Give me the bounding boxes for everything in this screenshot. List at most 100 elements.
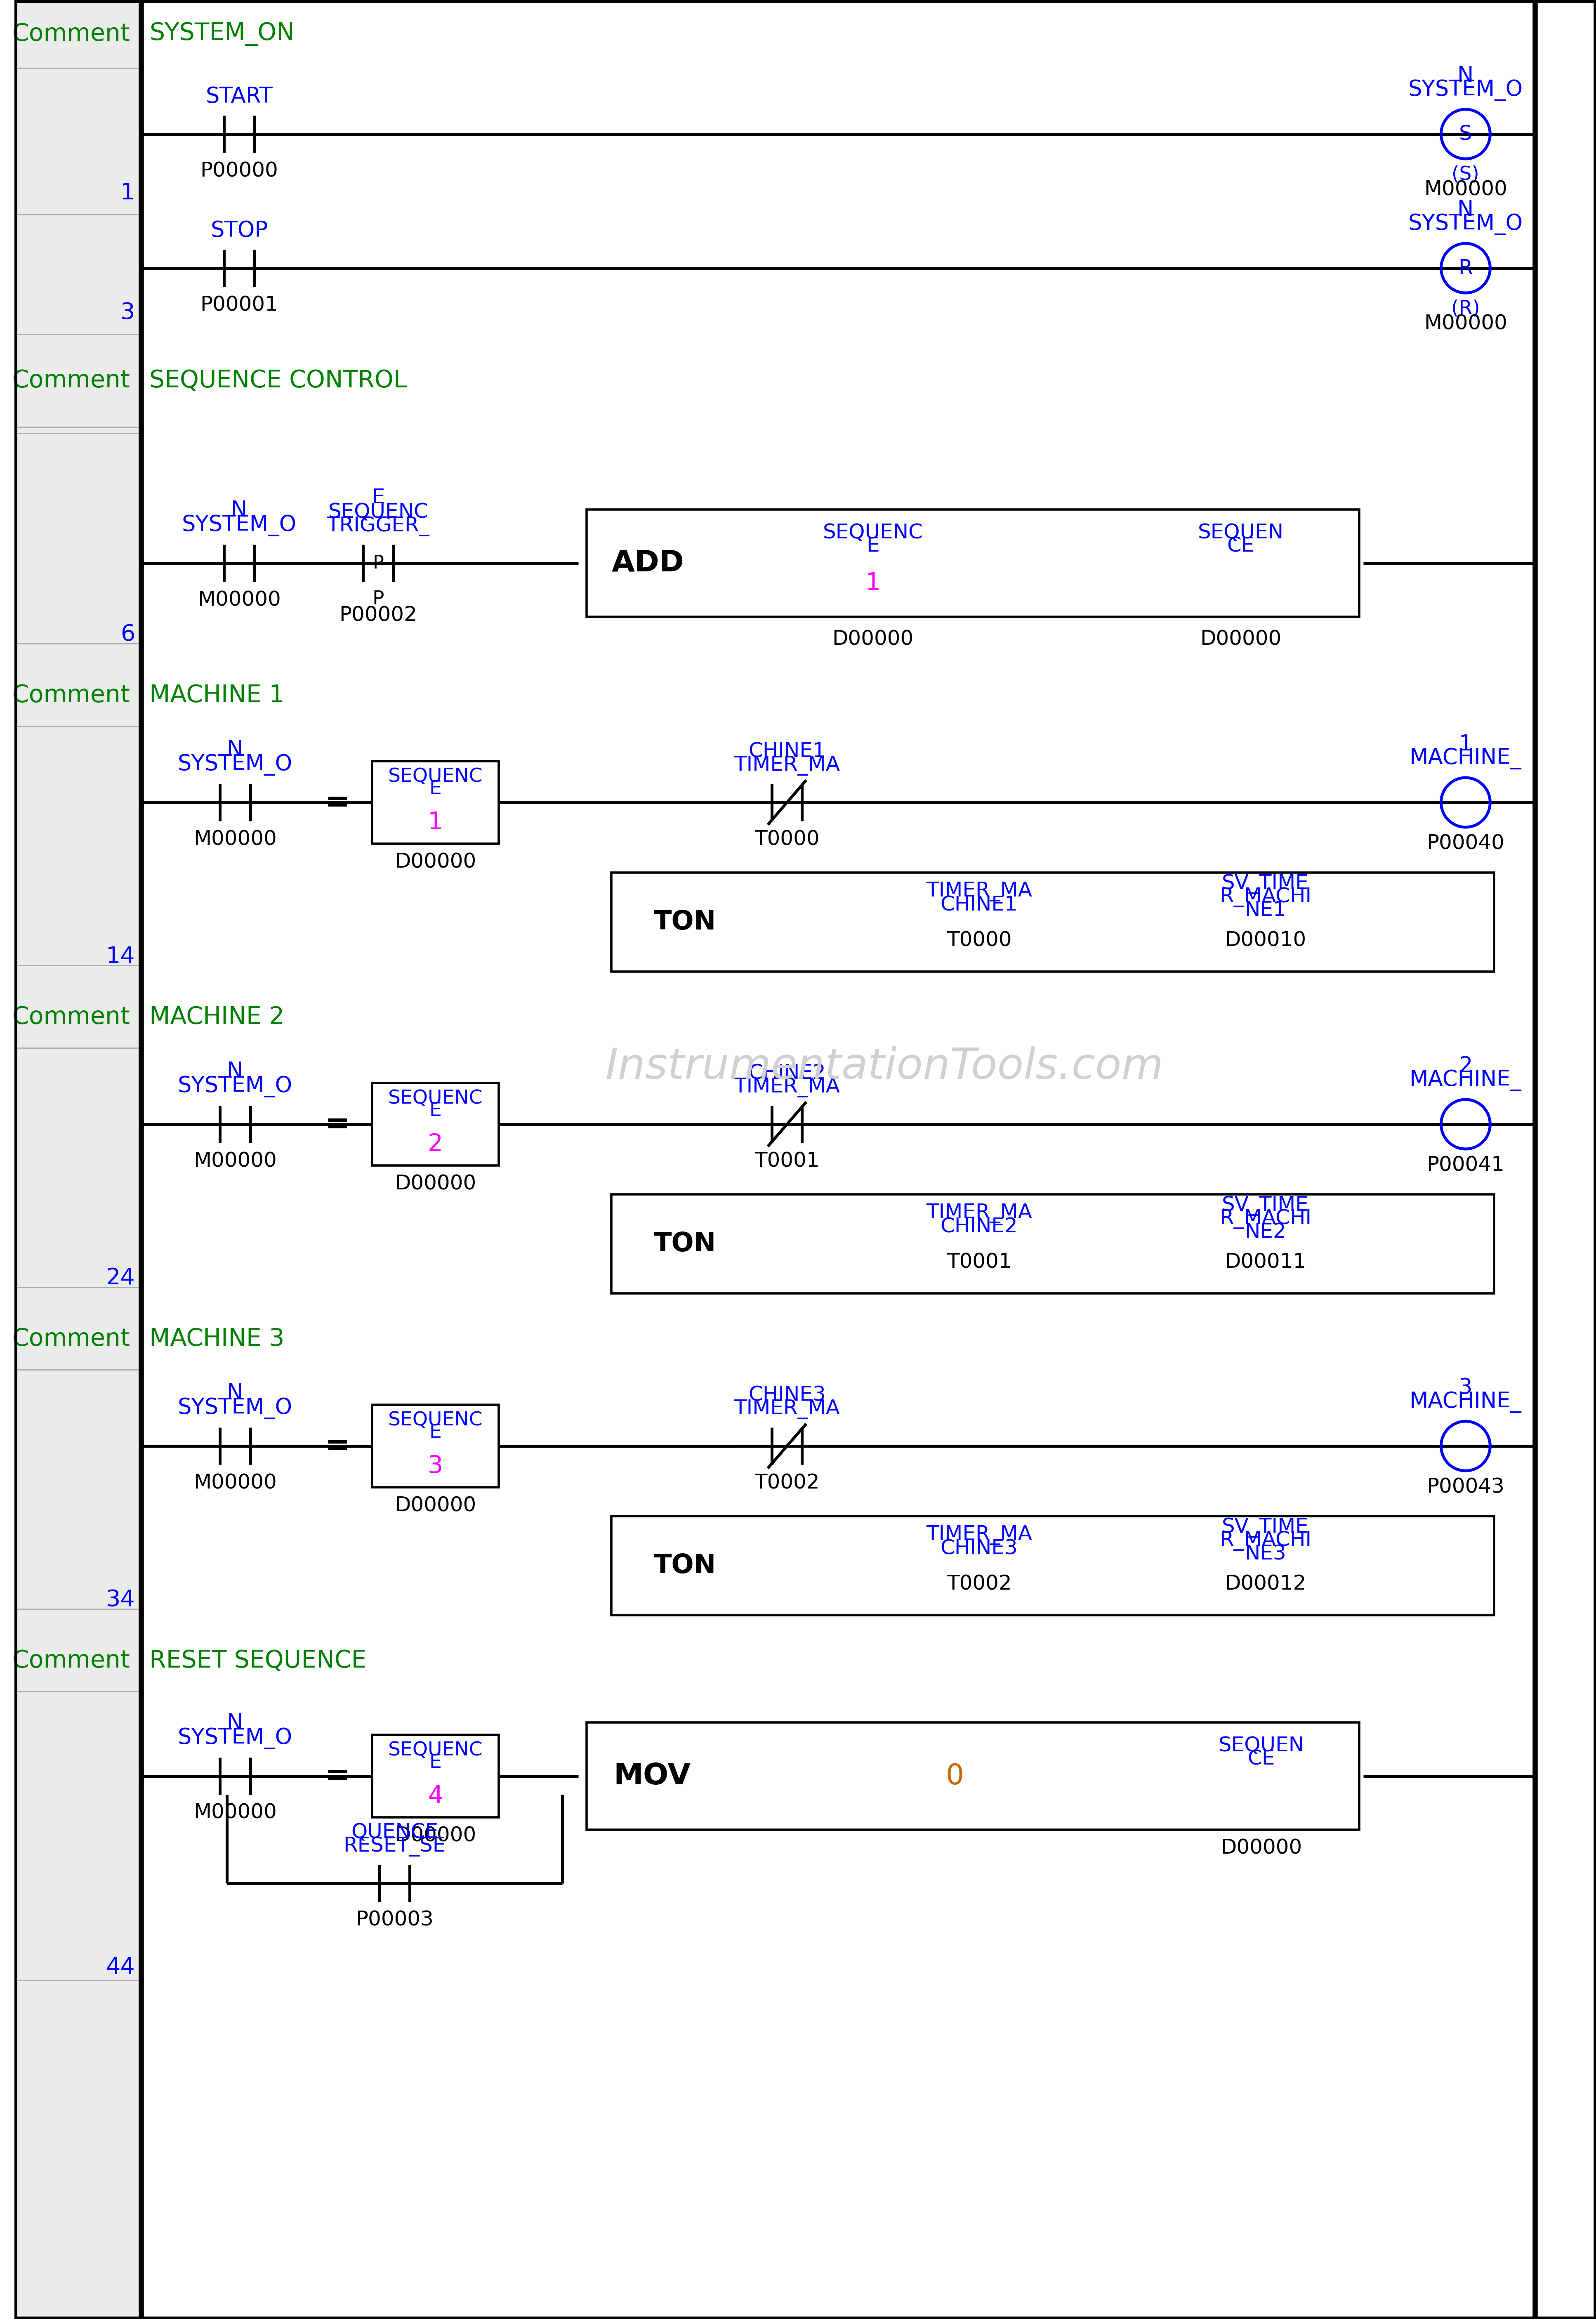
Text: CHINE3: CHINE3 xyxy=(940,1537,1018,1558)
Text: 44: 44 xyxy=(105,1955,136,1978)
Text: E: E xyxy=(429,1424,442,1442)
Bar xyxy=(140,1299,1596,1377)
Text: N: N xyxy=(231,499,247,522)
Text: SV_TIME: SV_TIME xyxy=(1223,1197,1309,1215)
Bar xyxy=(611,1194,1494,1294)
Text: 3: 3 xyxy=(120,301,136,325)
Text: NE1: NE1 xyxy=(1245,900,1286,921)
Text: M00000: M00000 xyxy=(198,589,281,610)
Text: S: S xyxy=(1459,125,1472,144)
Text: SYSTEM_ON: SYSTEM_ON xyxy=(150,21,294,46)
Text: TIMER_MA: TIMER_MA xyxy=(926,881,1033,902)
Text: D00000: D00000 xyxy=(394,851,476,872)
Text: QUENCE: QUENCE xyxy=(351,1823,439,1841)
Text: P: P xyxy=(372,589,385,608)
Text: TIMER_MA: TIMER_MA xyxy=(926,1526,1033,1544)
Bar xyxy=(587,1723,1360,1830)
Text: Comment: Comment xyxy=(13,23,131,46)
Text: 1: 1 xyxy=(865,570,881,596)
Bar xyxy=(140,427,1596,501)
Text: Comment: Comment xyxy=(13,369,131,392)
Bar xyxy=(372,1083,500,1166)
Text: CE: CE xyxy=(1248,1749,1275,1769)
Text: N: N xyxy=(227,1060,243,1083)
Text: R: R xyxy=(1459,257,1473,278)
Text: T0000: T0000 xyxy=(946,930,1012,951)
Text: TIMER_MA: TIMER_MA xyxy=(926,1204,1033,1222)
Bar xyxy=(611,1517,1494,1614)
Text: CHINE3: CHINE3 xyxy=(749,1384,825,1405)
Text: M00000: M00000 xyxy=(193,1802,276,1823)
Text: TON: TON xyxy=(654,909,717,935)
Text: MACHINE 2: MACHINE 2 xyxy=(150,1004,284,1030)
Bar xyxy=(611,872,1494,972)
Text: SYSTEM_O: SYSTEM_O xyxy=(177,1728,292,1749)
Text: P00000: P00000 xyxy=(200,160,278,181)
Text: T0002: T0002 xyxy=(946,1575,1012,1593)
Text: 2: 2 xyxy=(428,1132,444,1155)
Text: 1: 1 xyxy=(120,181,136,204)
Bar xyxy=(140,1621,1596,1700)
Text: TRIGGER_: TRIGGER_ xyxy=(327,517,429,536)
Text: Comment: Comment xyxy=(13,1004,131,1030)
Text: Comment: Comment xyxy=(13,1649,131,1672)
Text: 6: 6 xyxy=(120,624,136,645)
Bar xyxy=(140,334,1596,427)
Text: D00000: D00000 xyxy=(832,628,913,649)
Text: E: E xyxy=(867,536,879,557)
Text: R_MACHI: R_MACHI xyxy=(1219,888,1312,907)
Text: SV_TIME: SV_TIME xyxy=(1223,1517,1309,1537)
Bar xyxy=(140,0,1596,67)
Text: TON: TON xyxy=(654,1554,717,1579)
Text: SYSTEM_O: SYSTEM_O xyxy=(182,515,297,536)
Text: ADD: ADD xyxy=(611,550,685,577)
Text: P00002: P00002 xyxy=(340,605,417,626)
Text: 1: 1 xyxy=(428,812,444,835)
Text: Comment: Comment xyxy=(13,684,131,707)
Text: SYSTEM_O: SYSTEM_O xyxy=(1408,79,1523,102)
Text: N: N xyxy=(227,1382,243,1403)
Text: D00000: D00000 xyxy=(394,1825,476,1846)
Text: NE3: NE3 xyxy=(1245,1544,1286,1563)
Text: RESET_SE: RESET_SE xyxy=(343,1837,445,1858)
Text: SYSTEM_O: SYSTEM_O xyxy=(177,1076,292,1097)
Text: =: = xyxy=(326,1111,350,1139)
Text: SEQUEN: SEQUEN xyxy=(1218,1735,1304,1755)
Text: =: = xyxy=(326,788,350,816)
Bar xyxy=(372,761,500,844)
Text: E: E xyxy=(372,487,385,508)
Text: TIMER_MA: TIMER_MA xyxy=(734,1398,839,1419)
Text: TIMER_MA: TIMER_MA xyxy=(734,756,839,775)
Text: P00041: P00041 xyxy=(1427,1155,1505,1176)
Text: START: START xyxy=(206,86,273,107)
Text: R_MACHI: R_MACHI xyxy=(1219,1208,1312,1229)
Text: D00000: D00000 xyxy=(394,1496,476,1514)
Text: MACHINE 1: MACHINE 1 xyxy=(150,684,284,707)
Text: P: P xyxy=(372,554,383,573)
Text: CHINE1: CHINE1 xyxy=(940,895,1018,914)
Text: (S): (S) xyxy=(1452,165,1479,183)
Text: SEQUENCE CONTROL: SEQUENCE CONTROL xyxy=(150,369,407,392)
Text: SEQUENC: SEQUENC xyxy=(388,768,482,786)
Text: D00000: D00000 xyxy=(1200,628,1282,649)
Text: D00012: D00012 xyxy=(1224,1575,1306,1593)
Text: T0001: T0001 xyxy=(946,1252,1012,1271)
Bar xyxy=(14,0,140,2319)
Text: 14: 14 xyxy=(105,946,136,967)
Text: D00000: D00000 xyxy=(394,1173,476,1194)
Text: SV_TIME: SV_TIME xyxy=(1223,874,1309,895)
Text: TIMER_MA: TIMER_MA xyxy=(734,1078,839,1097)
Text: 3: 3 xyxy=(1459,1377,1473,1398)
Text: M00000: M00000 xyxy=(1424,313,1507,334)
Text: MACHINE 3: MACHINE 3 xyxy=(150,1326,284,1350)
Bar xyxy=(587,510,1360,617)
Text: P00043: P00043 xyxy=(1427,1477,1505,1496)
Text: TON: TON xyxy=(654,1231,717,1257)
Text: MACHINE_: MACHINE_ xyxy=(1409,1391,1521,1412)
Text: MOV: MOV xyxy=(613,1762,691,1790)
Text: P00001: P00001 xyxy=(200,295,278,315)
Text: E: E xyxy=(429,1753,442,1772)
Text: 3: 3 xyxy=(428,1454,444,1477)
Bar xyxy=(140,1055,1596,1299)
Text: N: N xyxy=(1457,65,1473,86)
